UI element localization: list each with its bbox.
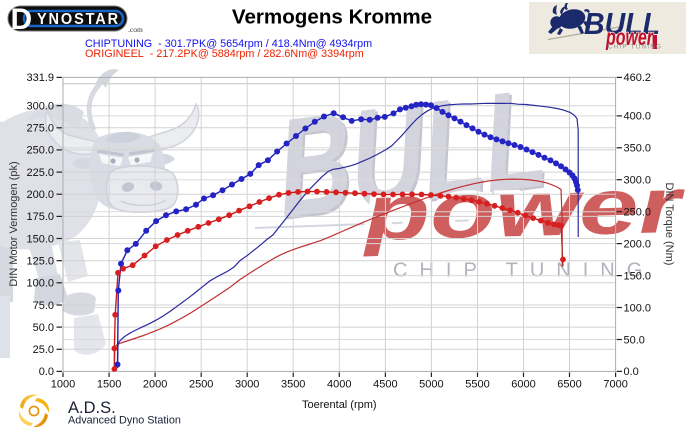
- svg-text:150.0: 150.0: [624, 270, 652, 282]
- svg-text:BULL: BULL: [584, 6, 660, 41]
- svg-text:250.0: 250.0: [624, 207, 652, 219]
- svg-text:100.0: 100.0: [624, 302, 652, 314]
- svg-text:50.0: 50.0: [624, 334, 645, 346]
- svg-text:DIN Torque (Nm): DIN Torque (Nm): [663, 183, 675, 266]
- svg-text:CHIPTUNING - 301.7PK@ 5654rpm: CHIPTUNING - 301.7PK@ 5654rpm / 418.4Nm@…: [85, 38, 372, 50]
- svg-text:ORIGINEEL - 217.2PK@ 5884rpm: ORIGINEEL - 217.2PK@ 5884rpm / 282.6Nm@ …: [85, 48, 364, 60]
- svg-text:6000: 6000: [511, 379, 535, 391]
- svg-text:0.0: 0.0: [39, 366, 54, 378]
- svg-text:100.0: 100.0: [26, 278, 54, 290]
- svg-text:331.9: 331.9: [26, 72, 54, 84]
- svg-text:5500: 5500: [465, 379, 489, 391]
- svg-text:BULL: BULL: [278, 59, 553, 251]
- svg-text:CHIP TUNING: CHIP TUNING: [608, 45, 662, 51]
- svg-text:400.0: 400.0: [624, 111, 652, 123]
- svg-text:150.0: 150.0: [26, 233, 54, 245]
- svg-text:7000: 7000: [603, 379, 627, 391]
- svg-text:.com: .com: [128, 25, 143, 34]
- svg-text:4500: 4500: [373, 379, 397, 391]
- svg-text:YNOSTAR: YNOSTAR: [37, 11, 120, 28]
- svg-text:1500: 1500: [97, 379, 121, 391]
- svg-text:300.0: 300.0: [624, 175, 652, 187]
- svg-text:0.0: 0.0: [624, 366, 639, 378]
- svg-text:125.0: 125.0: [26, 256, 54, 268]
- svg-text:Toerental (rpm): Toerental (rpm): [302, 399, 377, 411]
- svg-text:3500: 3500: [281, 379, 305, 391]
- svg-text:460.2: 460.2: [624, 72, 652, 84]
- svg-text:6500: 6500: [557, 379, 581, 391]
- svg-text:200.0: 200.0: [26, 189, 54, 201]
- svg-text:200.0: 200.0: [624, 238, 652, 250]
- svg-text:250.0: 250.0: [26, 145, 54, 157]
- svg-text:3000: 3000: [235, 379, 259, 391]
- svg-text:4000: 4000: [327, 379, 351, 391]
- svg-text:2500: 2500: [189, 379, 213, 391]
- svg-text:1000: 1000: [51, 379, 75, 391]
- svg-text:power: power: [605, 24, 653, 50]
- svg-text:75.0: 75.0: [33, 300, 54, 312]
- svg-text:Advanced Dyno Station: Advanced Dyno Station: [68, 415, 181, 427]
- svg-text:A.D.S.: A.D.S.: [68, 399, 116, 417]
- svg-text:5000: 5000: [419, 379, 443, 391]
- svg-text:50.0: 50.0: [33, 322, 54, 334]
- svg-text:DIN Motor Vermogen (pk): DIN Motor Vermogen (pk): [8, 161, 20, 286]
- svg-text:D: D: [11, 3, 33, 36]
- svg-text:2000: 2000: [143, 379, 167, 391]
- svg-text:300.0: 300.0: [26, 101, 54, 113]
- svg-text:225.0: 225.0: [26, 167, 54, 179]
- svg-text:175.0: 175.0: [26, 211, 54, 223]
- svg-text:Vermogens Kromme: Vermogens Kromme: [232, 6, 432, 29]
- svg-text:350.0: 350.0: [624, 143, 652, 155]
- svg-text:25.0: 25.0: [33, 344, 54, 356]
- svg-text:275.0: 275.0: [26, 123, 54, 135]
